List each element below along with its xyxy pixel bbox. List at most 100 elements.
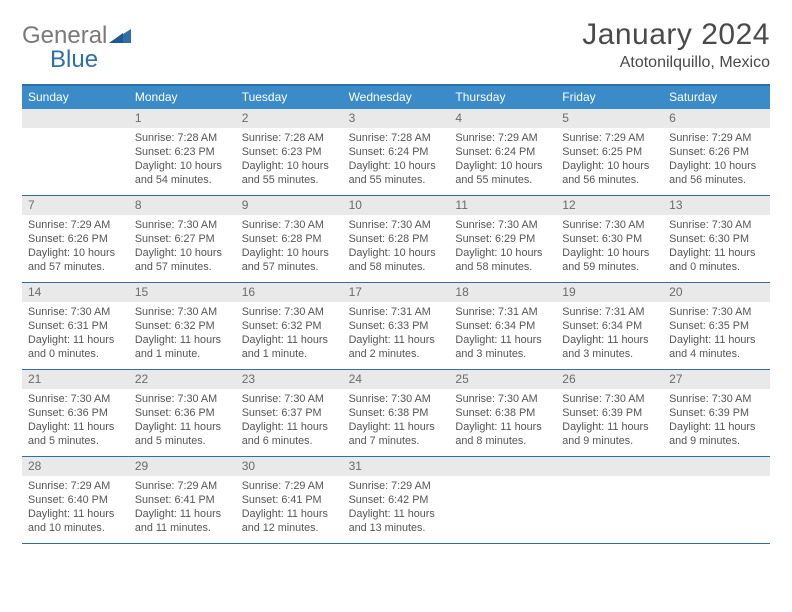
day-number: 28 (22, 457, 129, 476)
sunset-line: Sunset: 6:38 PM (349, 406, 444, 420)
sunrise-line: Sunrise: 7:31 AM (349, 305, 444, 319)
day-cell: 4Sunrise: 7:29 AMSunset: 6:24 PMDaylight… (449, 109, 556, 195)
month-title: January 2024 (582, 18, 770, 52)
sunset-line: Sunset: 6:30 PM (562, 232, 657, 246)
day-details: Sunrise: 7:31 AMSunset: 6:33 PMDaylight:… (343, 302, 450, 365)
day-details: Sunrise: 7:30 AMSunset: 6:39 PMDaylight:… (663, 389, 770, 452)
sunset-line: Sunset: 6:38 PM (455, 406, 550, 420)
day-number: 12 (556, 196, 663, 215)
day-details: Sunrise: 7:30 AMSunset: 6:31 PMDaylight:… (22, 302, 129, 365)
day-cell: 29Sunrise: 7:29 AMSunset: 6:41 PMDayligh… (129, 457, 236, 543)
day-cell: 18 Sunrise: 7:31 AMSunset: 6:34 PMDayligh… (449, 283, 556, 369)
logo-text-part1: General (22, 22, 107, 49)
weekday-header: Thursday (449, 86, 556, 109)
day-number: 27 (663, 370, 770, 389)
daylight-line: Daylight: 11 hours and 13 minutes. (349, 507, 444, 535)
sunrise-line: Sunrise: 7:30 AM (242, 218, 337, 232)
day-cell: 12Sunrise: 7:30 AMSunset: 6:30 PMDayligh… (556, 196, 663, 282)
day-details: Sunrise: 7:30 AMSunset: 6:27 PMDaylight:… (129, 215, 236, 278)
daylight-line: Daylight: 11 hours and 8 minutes. (455, 420, 550, 448)
sunset-line: Sunset: 6:39 PM (669, 406, 764, 420)
day-details: Sunrise: 7:30 AMSunset: 6:32 PMDaylight:… (236, 302, 343, 365)
daylight-line: Daylight: 10 hours and 57 minutes. (242, 246, 337, 274)
daylight-line: Daylight: 11 hours and 5 minutes. (28, 420, 123, 448)
daylight-line: Daylight: 11 hours and 3 minutes. (455, 333, 550, 361)
daylight-line: Daylight: 11 hours and 9 minutes. (562, 420, 657, 448)
day-number: 7 (22, 196, 129, 215)
sunset-line: Sunset: 6:24 PM (455, 145, 550, 159)
day-number: 14 (22, 283, 129, 302)
sunrise-line: Sunrise: 7:29 AM (242, 479, 337, 493)
sunrise-line: Sunrise: 7:30 AM (669, 392, 764, 406)
weekday-header: Sunday (22, 86, 129, 109)
day-number: 31 (343, 457, 450, 476)
sunrise-line: Sunrise: 7:30 AM (455, 392, 550, 406)
day-cell: 26Sunrise: 7:30 AMSunset: 6:39 PMDayligh… (556, 370, 663, 456)
day-details: Sunrise: 7:29 AMSunset: 6:41 PMDaylight:… (236, 476, 343, 539)
sunrise-line: Sunrise: 7:28 AM (242, 131, 337, 145)
day-cell: 8Sunrise: 7:30 AMSunset: 6:27 PMDaylight… (129, 196, 236, 282)
day-cell: 16Sunrise: 7:30 AMSunset: 6:32 PMDayligh… (236, 283, 343, 369)
day-number: 20 (663, 283, 770, 302)
daylight-line: Daylight: 10 hours and 58 minutes. (349, 246, 444, 274)
day-number: 30 (236, 457, 343, 476)
day-details: Sunrise: 7:28 AMSunset: 6:24 PMDaylight:… (343, 128, 450, 191)
day-cell: 15Sunrise: 7:30 AMSunset: 6:32 PMDayligh… (129, 283, 236, 369)
sunrise-line: Sunrise: 7:30 AM (242, 392, 337, 406)
day-number: 19 (556, 283, 663, 302)
day-details: Sunrise: 7:29 AMSunset: 6:42 PMDaylight:… (343, 476, 450, 539)
day-details: Sunrise: 7:30 AMSunset: 6:30 PMDaylight:… (556, 215, 663, 278)
sunrise-line: Sunrise: 7:29 AM (28, 479, 123, 493)
day-cell: 25Sunrise: 7:30 AMSunset: 6:38 PMDayligh… (449, 370, 556, 456)
daylight-line: Daylight: 11 hours and 7 minutes. (349, 420, 444, 448)
day-number (556, 457, 663, 476)
day-number: 21 (22, 370, 129, 389)
daylight-line: Daylight: 10 hours and 58 minutes. (455, 246, 550, 274)
logo-triangle-icon (109, 24, 131, 48)
sunset-line: Sunset: 6:33 PM (349, 319, 444, 333)
day-number: 15 (129, 283, 236, 302)
calendar: SundayMondayTuesdayWednesdayThursdayFrid… (22, 84, 770, 544)
weekday-header: Wednesday (343, 86, 450, 109)
day-details: Sunrise: 7:28 AMSunset: 6:23 PMDaylight:… (236, 128, 343, 191)
daylight-line: Daylight: 10 hours and 57 minutes. (28, 246, 123, 274)
daylight-line: Daylight: 11 hours and 3 minutes. (562, 333, 657, 361)
day-number (449, 457, 556, 476)
day-details: Sunrise: 7:29 AMSunset: 6:26 PMDaylight:… (663, 128, 770, 191)
daylight-line: Daylight: 10 hours and 56 minutes. (669, 159, 764, 187)
daylight-line: Daylight: 11 hours and 5 minutes. (135, 420, 230, 448)
day-details: Sunrise: 7:30 AMSunset: 6:35 PMDaylight:… (663, 302, 770, 365)
day-details: Sunrise: 7:30 AMSunset: 6:30 PMDaylight:… (663, 215, 770, 278)
daylight-line: Daylight: 11 hours and 11 minutes. (135, 507, 230, 535)
day-cell: 28Sunrise: 7:29 AMSunset: 6:40 PMDayligh… (22, 457, 129, 543)
sunset-line: Sunset: 6:32 PM (135, 319, 230, 333)
sunset-line: Sunset: 6:41 PM (242, 493, 337, 507)
day-cell: 21Sunrise: 7:30 AMSunset: 6:36 PMDayligh… (22, 370, 129, 456)
day-number: 29 (129, 457, 236, 476)
sunrise-line: Sunrise: 7:31 AM (455, 305, 550, 319)
day-cell: 10Sunrise: 7:30 AMSunset: 6:28 PMDayligh… (343, 196, 450, 282)
sunset-line: Sunset: 6:27 PM (135, 232, 230, 246)
logo-text-part2: Blue (22, 46, 98, 73)
sunset-line: Sunset: 6:25 PM (562, 145, 657, 159)
day-cell: 23Sunrise: 7:30 AMSunset: 6:37 PMDayligh… (236, 370, 343, 456)
sunrise-line: Sunrise: 7:30 AM (562, 218, 657, 232)
sunrise-line: Sunrise: 7:30 AM (135, 305, 230, 319)
day-number: 18 (449, 283, 556, 302)
sunset-line: Sunset: 6:24 PM (349, 145, 444, 159)
weekday-header: Saturday (663, 86, 770, 109)
day-details: Sunrise: 7:29 AMSunset: 6:40 PMDaylight:… (22, 476, 129, 539)
daylight-line: Daylight: 11 hours and 0 minutes. (669, 246, 764, 274)
day-cell: 11Sunrise: 7:30 AMSunset: 6:29 PMDayligh… (449, 196, 556, 282)
sunset-line: Sunset: 6:28 PM (242, 232, 337, 246)
daylight-line: Daylight: 11 hours and 0 minutes. (28, 333, 123, 361)
day-number: 17 (343, 283, 450, 302)
day-number: 13 (663, 196, 770, 215)
daylight-line: Daylight: 10 hours and 59 minutes. (562, 246, 657, 274)
sunset-line: Sunset: 6:34 PM (455, 319, 550, 333)
day-cell: 9Sunrise: 7:30 AMSunset: 6:28 PMDaylight… (236, 196, 343, 282)
daylight-line: Daylight: 11 hours and 10 minutes. (28, 507, 123, 535)
day-details: Sunrise: 7:30 AMSunset: 6:38 PMDaylight:… (343, 389, 450, 452)
day-details: Sunrise: 7:30 AMSunset: 6:36 PMDaylight:… (129, 389, 236, 452)
daylight-line: Daylight: 10 hours and 57 minutes. (135, 246, 230, 274)
